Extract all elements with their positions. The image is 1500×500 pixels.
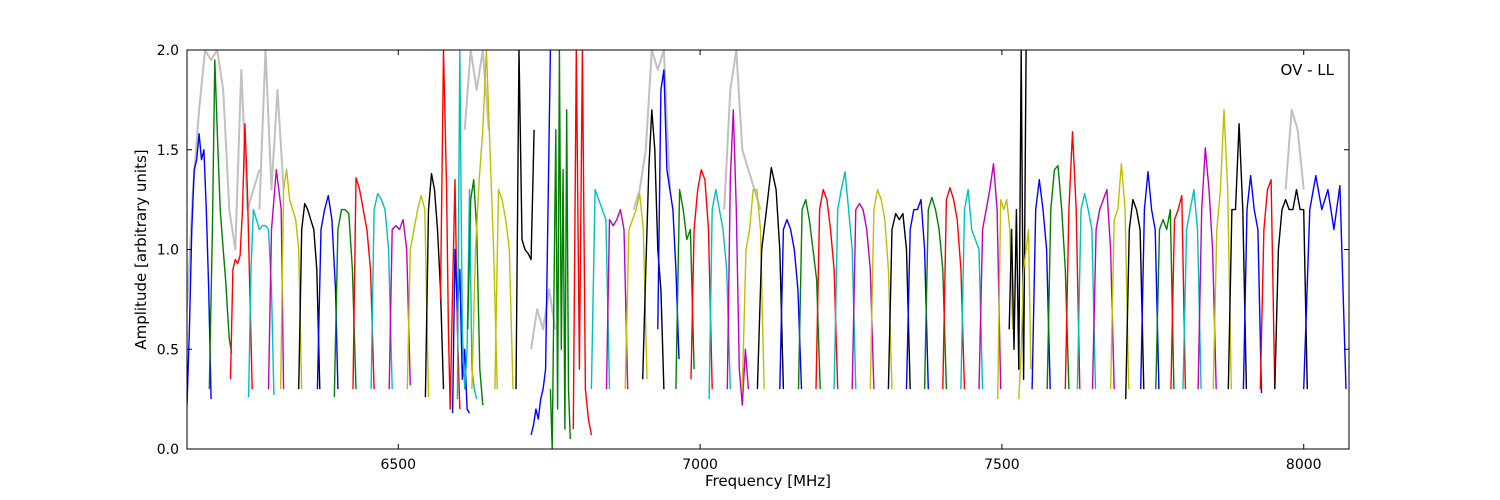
plot-frame xyxy=(186,49,1350,450)
series-line-27 xyxy=(642,109,665,390)
x-tick-label: 7500 xyxy=(984,457,1020,473)
series-line-35 xyxy=(779,218,803,390)
series-line-18 xyxy=(471,50,498,390)
series-line-5 xyxy=(279,168,303,390)
series-line-36 xyxy=(797,198,821,390)
y-tick-label: 0.0 xyxy=(157,442,179,458)
series-line-12 xyxy=(406,194,430,398)
series-layer xyxy=(187,50,1347,449)
series-line-58 xyxy=(1155,208,1175,390)
x-tick-label: 8000 xyxy=(1286,457,1322,473)
series-line-16 xyxy=(456,50,478,400)
series-line-39 xyxy=(851,202,875,390)
series-line-46 xyxy=(978,162,1002,390)
series-line-38 xyxy=(833,170,857,390)
series-line-25 xyxy=(605,208,629,390)
series-line-4 xyxy=(267,168,285,390)
series-line-50 xyxy=(1031,178,1051,390)
y-tick-label: 1.0 xyxy=(157,243,179,259)
series-line-34 xyxy=(756,166,785,390)
series-line-63 xyxy=(1227,123,1248,390)
series-line-15 xyxy=(451,248,471,414)
series-line-3 xyxy=(247,208,275,398)
series-line-65 xyxy=(1259,178,1276,390)
series-line-20 xyxy=(515,50,535,390)
series-line-10 xyxy=(370,192,393,390)
series-line-45 xyxy=(960,188,984,390)
series-line-53 xyxy=(1076,192,1097,390)
series-line-47 xyxy=(997,198,1014,400)
series-line-56 xyxy=(1125,198,1145,400)
series-line-67 xyxy=(1303,174,1347,390)
series-line-11 xyxy=(388,218,411,390)
y-tick-label: 2.0 xyxy=(157,43,179,59)
series-line-19 xyxy=(494,188,514,390)
x-tick-label: 6500 xyxy=(380,457,416,473)
series-line-21 xyxy=(530,50,552,436)
series-line-6 xyxy=(298,202,321,390)
background-series-line-1 xyxy=(258,50,285,210)
series-line-1 xyxy=(208,59,233,390)
series-line-2 xyxy=(229,123,253,390)
background-series-line-3 xyxy=(632,50,671,210)
x-axis-title: Frequency [MHz] xyxy=(705,472,831,490)
series-line-28 xyxy=(657,69,680,360)
series-line-33 xyxy=(741,188,765,390)
x-tick-label: 7000 xyxy=(682,457,718,473)
series-line-66 xyxy=(1274,188,1308,390)
series-line-42 xyxy=(905,198,929,390)
series-line-8 xyxy=(333,208,357,398)
series-line-44 xyxy=(942,186,966,390)
series-line-49 xyxy=(1018,228,1032,400)
series-line-30 xyxy=(690,168,713,390)
series-line-64 xyxy=(1242,174,1263,394)
series-line-0 xyxy=(187,133,212,406)
series-line-54 xyxy=(1091,188,1115,390)
series-line-32 xyxy=(726,109,750,406)
series-line-14 xyxy=(439,50,461,410)
background-series-line-5 xyxy=(530,288,557,350)
series-line-41 xyxy=(887,212,911,390)
series-line-17 xyxy=(467,178,484,406)
series-line-59 xyxy=(1170,194,1187,390)
corner-annotation: OV - LL xyxy=(1281,61,1335,79)
series-line-9 xyxy=(352,176,375,390)
series-line-57 xyxy=(1140,170,1160,390)
series-line-40 xyxy=(869,188,893,390)
y-tick-label: 0.5 xyxy=(157,342,179,358)
series-line-29 xyxy=(675,188,695,390)
series-line-61 xyxy=(1197,147,1217,390)
series-line-26 xyxy=(624,192,648,390)
series-line-60 xyxy=(1182,188,1202,390)
background-series-line-6 xyxy=(1284,108,1305,190)
series-line-31 xyxy=(708,188,731,400)
series-line-52 xyxy=(1064,131,1081,390)
series-line-22 xyxy=(549,50,571,449)
ticks-layer: 6500 7000 7500 8000 0.0 0.5 1.0 1.5 2.0 xyxy=(157,43,1349,473)
series-line-24 xyxy=(590,188,611,390)
y-tick-label: 1.5 xyxy=(157,143,179,159)
series-line-55 xyxy=(1109,162,1130,390)
series-line-51 xyxy=(1046,164,1070,390)
series-line-23 xyxy=(572,50,593,436)
series-line-37 xyxy=(815,188,839,390)
background-series-line-0 xyxy=(187,50,261,310)
series-line-48 xyxy=(1008,50,1027,380)
series-line-7 xyxy=(316,194,339,390)
series-line-43 xyxy=(923,196,948,390)
y-axis-title: Amplitude [arbitrary units] xyxy=(132,149,150,349)
series-line-62 xyxy=(1212,109,1232,390)
